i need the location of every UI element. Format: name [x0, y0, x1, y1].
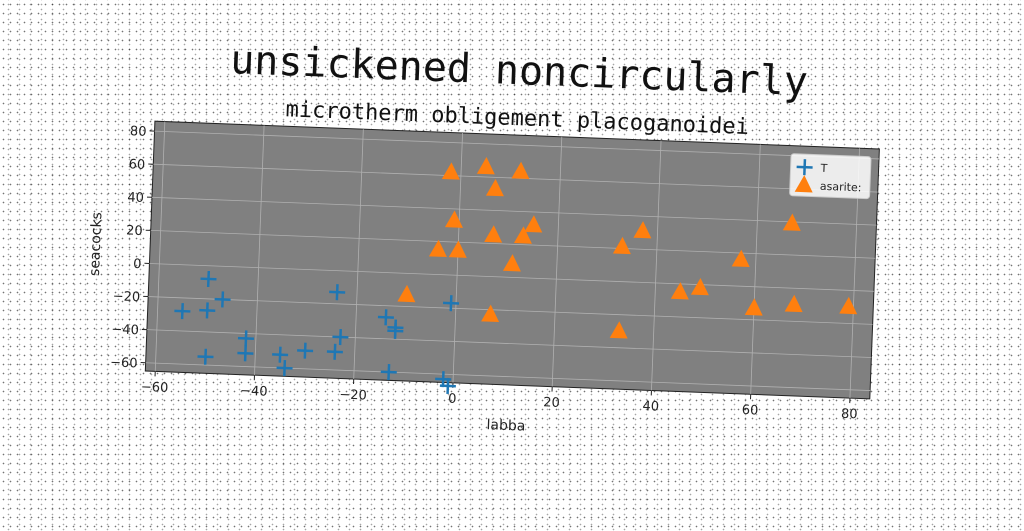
plus-marker-v	[208, 271, 209, 287]
plus-marker-v	[388, 364, 389, 380]
x-tick-label: 0	[448, 392, 457, 407]
y-tick-label: 20	[126, 223, 143, 239]
plus-marker-v	[205, 349, 206, 365]
plus-marker-v	[804, 159, 805, 175]
x-tick-label: −20	[339, 387, 367, 403]
y-tick-label: 40	[127, 190, 144, 206]
legend-label: T	[819, 162, 827, 175]
x-tick-label: 40	[642, 399, 659, 415]
plus-marker-v	[448, 378, 449, 394]
x-tick-label: 80	[841, 407, 858, 423]
plus-marker-v	[305, 343, 306, 359]
x-tick-label: −60	[141, 380, 169, 396]
plus-marker-v	[386, 309, 387, 325]
plus-marker-v	[245, 345, 246, 361]
plus-marker-v	[182, 303, 183, 319]
x-tick-label: 20	[543, 395, 560, 411]
plus-marker-v	[335, 344, 336, 360]
x-tick-label: 60	[742, 403, 759, 419]
y-tick-label: 60	[128, 157, 145, 173]
y-tick-label: −20	[112, 289, 140, 305]
y-tick-label: −40	[111, 322, 139, 338]
y-tick-label: −60	[110, 355, 138, 371]
y-tick-label: 0	[133, 257, 142, 272]
plus-marker-v	[207, 302, 208, 318]
plus-marker-v	[395, 323, 396, 339]
plus-marker-v	[337, 284, 338, 300]
plus-marker-v	[284, 360, 285, 376]
x-tick-label: −40	[240, 384, 268, 400]
plus-marker-v	[246, 330, 247, 346]
legend-label: asarite:	[820, 180, 862, 195]
plus-marker-v	[280, 347, 281, 363]
y-axis-label: seacocks	[87, 212, 105, 276]
y-tick-label: 80	[130, 124, 147, 140]
plus-marker-v	[451, 295, 452, 311]
plus-marker-v	[340, 329, 341, 345]
plus-marker-v	[222, 291, 223, 307]
x-axis-label: labba	[486, 417, 525, 434]
